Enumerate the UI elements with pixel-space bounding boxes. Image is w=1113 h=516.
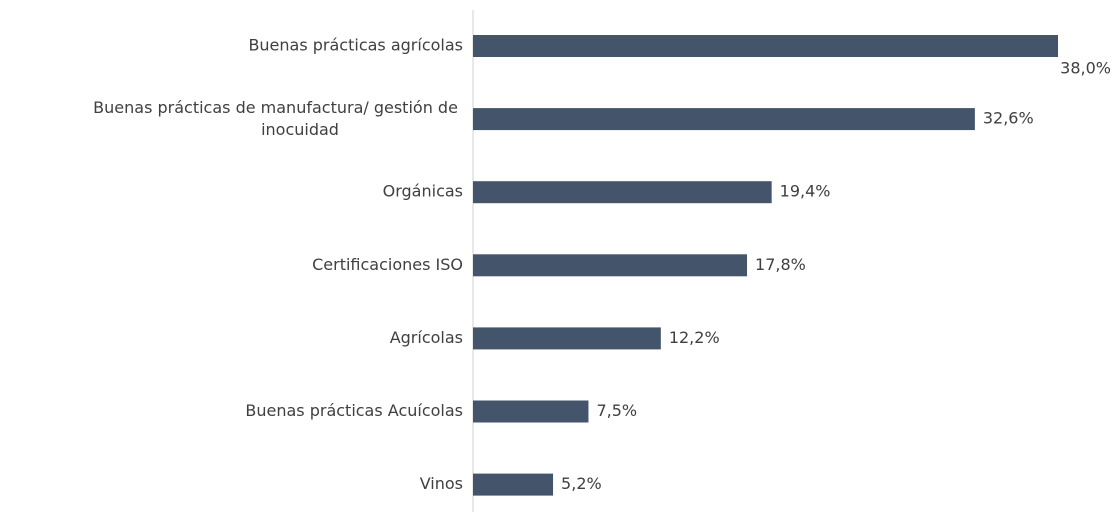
data-label: 5,2% bbox=[561, 474, 602, 493]
data-label: 7,5% bbox=[596, 401, 637, 420]
category-label: Vinos bbox=[420, 474, 463, 493]
category-label: Certificaciones ISO bbox=[312, 255, 463, 274]
category-label: Buenas prácticas de manufactura/ gestión… bbox=[93, 98, 463, 139]
label-line: Buenas prácticas de manufactura/ gestión… bbox=[93, 98, 463, 117]
category-label: Buenas prácticas agrícolas bbox=[248, 36, 463, 55]
label-line: inocuidad bbox=[261, 120, 339, 139]
bar bbox=[473, 35, 1058, 57]
bar bbox=[473, 108, 975, 131]
data-label: 32,6% bbox=[983, 109, 1034, 128]
data-label: 19,4% bbox=[780, 182, 831, 201]
category-label: Orgánicas bbox=[383, 182, 463, 201]
data-label: 12,2% bbox=[669, 328, 720, 347]
bar bbox=[473, 181, 772, 204]
bar bbox=[473, 327, 661, 350]
bar bbox=[473, 254, 748, 277]
category-label: Agrícolas bbox=[390, 328, 463, 347]
bar bbox=[473, 473, 554, 496]
data-label: 38,0% bbox=[1060, 59, 1111, 78]
category-label: Buenas prácticas Acuícolas bbox=[245, 401, 463, 420]
bar bbox=[473, 400, 589, 423]
data-label: 17,8% bbox=[755, 255, 806, 274]
